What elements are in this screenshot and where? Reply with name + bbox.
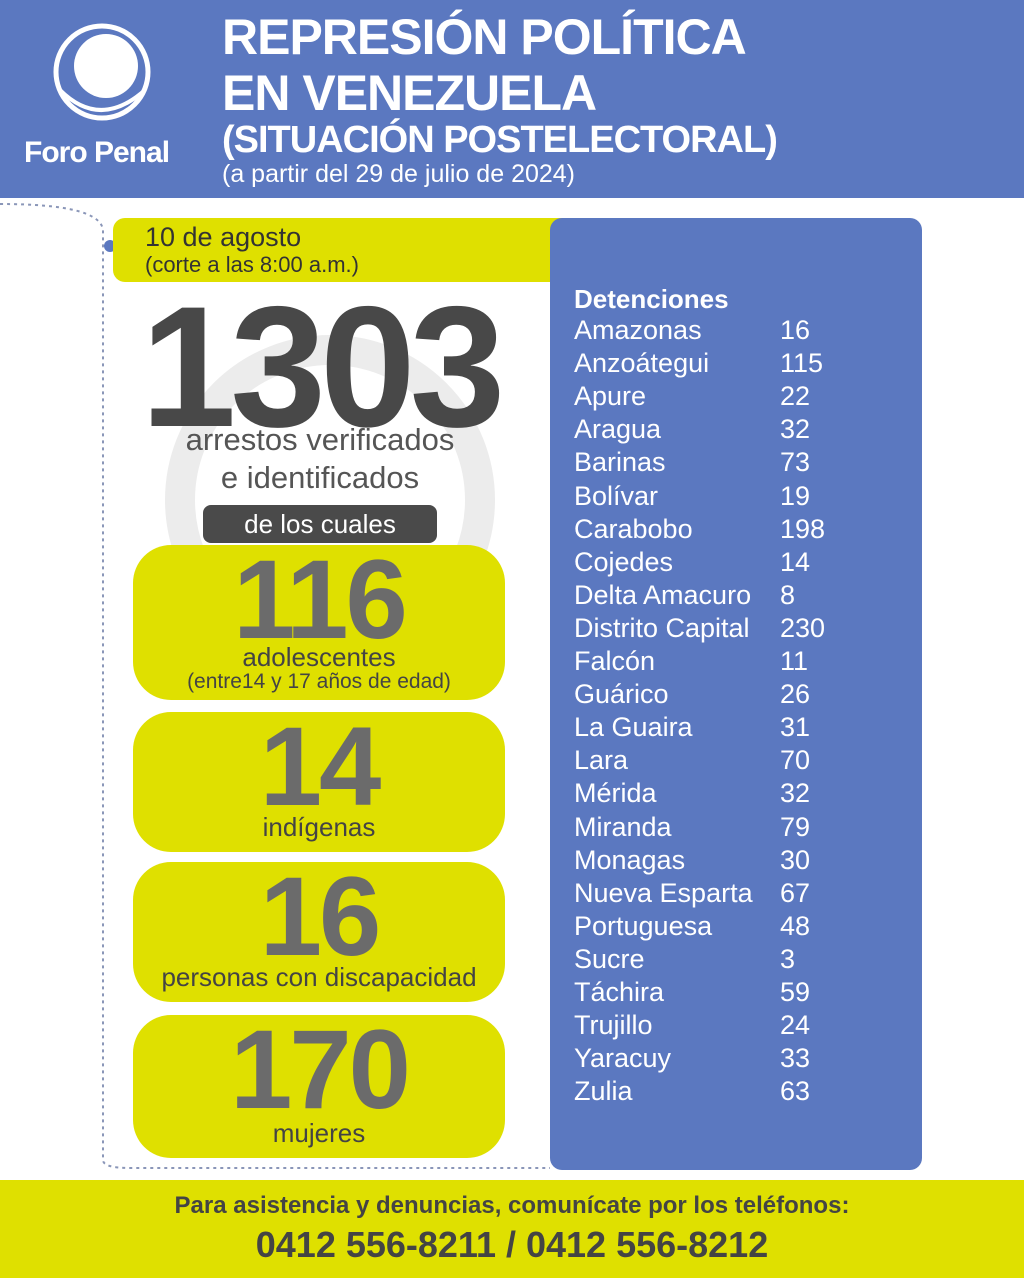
state-count: 16 bbox=[780, 315, 811, 345]
group-label: adolescentes bbox=[242, 642, 396, 672]
date: 10 de agosto bbox=[145, 222, 302, 252]
state-name: Aragua bbox=[574, 414, 662, 445]
state-name: Falcón bbox=[574, 646, 656, 676]
state-count: 14 bbox=[780, 546, 811, 577]
state-count: 8 bbox=[780, 579, 796, 610]
date-box bbox=[113, 218, 563, 282]
state-count: 32 bbox=[780, 414, 811, 445]
state-name: Barinas bbox=[574, 447, 666, 478]
group-value: 16 bbox=[259, 854, 382, 979]
state-count: 48 bbox=[780, 910, 811, 941]
state-name: Yaracuy bbox=[574, 1043, 672, 1074]
state-count: 26 bbox=[780, 679, 811, 710]
dotted-frame bbox=[0, 203, 550, 1169]
state-name: Lara bbox=[574, 745, 629, 776]
state-count: 31 bbox=[780, 712, 811, 743]
logo-ring bbox=[53, 23, 151, 121]
state-count: 79 bbox=[780, 811, 811, 842]
group-box bbox=[133, 712, 505, 852]
title-line: (SITUACIÓN POSTELECTORAL) bbox=[222, 119, 778, 161]
state-name: Trujillo bbox=[574, 1010, 653, 1041]
state-name: Zulia bbox=[574, 1076, 633, 1107]
detentions-panel bbox=[550, 218, 922, 1170]
group-box bbox=[133, 862, 505, 1002]
state-name: Carabobo bbox=[574, 513, 693, 544]
footer-text: Para asistencia y denuncias, comunícate … bbox=[174, 1192, 850, 1219]
state-count: 115 bbox=[780, 348, 824, 379]
state-name: Distrito Capital bbox=[574, 612, 750, 643]
detentions-heading: Detenciones bbox=[574, 284, 729, 314]
state-count: 11 bbox=[780, 646, 809, 676]
state-name: Portuguesa bbox=[574, 910, 713, 941]
logo-text: Foro Penal bbox=[24, 136, 170, 169]
state-count: 63 bbox=[780, 1076, 811, 1107]
total-label: arrestos verificados bbox=[185, 422, 455, 457]
logo bbox=[53, 23, 151, 121]
group-value: 14 bbox=[259, 704, 382, 829]
group-note: (entre14 y 17 años de edad) bbox=[187, 670, 451, 693]
subtitle: (a partir del 29 de julio de 2024) bbox=[222, 160, 576, 188]
cutoff: (corte a las 8:00 a.m.) bbox=[145, 252, 359, 277]
state-name: Sucre bbox=[574, 943, 645, 974]
state-name: Bolívar bbox=[574, 480, 659, 511]
state-count: 3 bbox=[780, 943, 796, 974]
group-label: mujeres bbox=[272, 1118, 366, 1148]
state-count: 59 bbox=[780, 977, 811, 1007]
group-box bbox=[133, 1015, 505, 1158]
state-name: Mérida bbox=[574, 778, 657, 809]
of-which: de los cuales bbox=[203, 505, 437, 543]
footer bbox=[0, 1180, 1024, 1278]
state-count: 230 bbox=[780, 612, 826, 643]
state-name: Delta Amacuro bbox=[574, 579, 752, 610]
title-line: EN VENEZUELA bbox=[222, 65, 597, 121]
header bbox=[0, 0, 1024, 198]
state-count: 19 bbox=[780, 480, 811, 511]
state-name: La Guaira bbox=[574, 712, 693, 743]
group-value: 170 bbox=[230, 1007, 411, 1132]
title-line: REPRESIÓN POLÍTICA bbox=[222, 9, 747, 65]
state-count: 33 bbox=[780, 1043, 811, 1074]
state-count: 67 bbox=[780, 877, 811, 908]
state-count: 32 bbox=[780, 778, 811, 809]
logo-core bbox=[74, 34, 138, 98]
group-label: personas con discapacidad bbox=[161, 962, 477, 992]
state-count: 73 bbox=[780, 447, 811, 478]
state-count: 24 bbox=[780, 1010, 811, 1041]
state-name: Amazonas bbox=[574, 315, 702, 345]
total-label: e identificados bbox=[220, 460, 420, 495]
state-name: Guárico bbox=[574, 679, 669, 710]
state-count: 198 bbox=[780, 513, 826, 544]
state-name: Táchira bbox=[574, 977, 665, 1007]
state-name: Cojedes bbox=[574, 546, 674, 577]
footer-phones: 0412 556-8211 / 0412 556-8212 bbox=[255, 1224, 769, 1265]
state-name: Anzoátegui bbox=[574, 348, 710, 379]
group-box bbox=[133, 545, 505, 700]
state-count: 70 bbox=[780, 745, 811, 776]
group-label: indígenas bbox=[262, 812, 376, 842]
state-name: Miranda bbox=[574, 811, 672, 842]
group-value: 116 bbox=[233, 537, 408, 662]
state-name: Monagas bbox=[574, 844, 686, 875]
logo-arc bbox=[58, 88, 147, 112]
total-value: 1303 bbox=[140, 271, 506, 463]
state-count: 30 bbox=[780, 844, 811, 875]
state-name: Apure bbox=[574, 381, 647, 412]
state-name: Nueva Esparta bbox=[574, 877, 753, 908]
state-count: 22 bbox=[780, 381, 811, 412]
